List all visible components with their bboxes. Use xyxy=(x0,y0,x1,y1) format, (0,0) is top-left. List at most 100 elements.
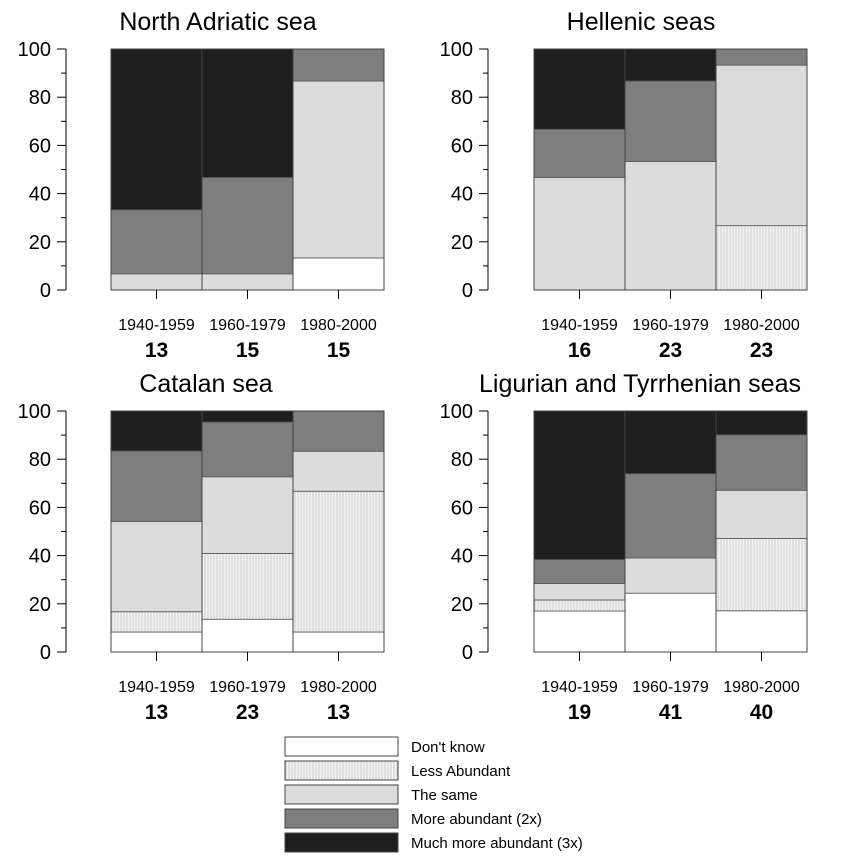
bar-segment-less xyxy=(715,225,808,291)
bar-segment-dont xyxy=(624,592,717,653)
y-tick-label: 40 xyxy=(451,184,473,206)
y-tick-label: 80 xyxy=(29,87,51,109)
y-tick-label: 80 xyxy=(451,87,473,109)
chart-panel: Ligurian and Tyrrhenian seas 0 20 40 60 80 100… xyxy=(440,370,808,724)
bar-segment-more2 xyxy=(533,559,626,584)
y-tick-label: 80 xyxy=(29,449,51,471)
bar-segment-more2 xyxy=(201,421,294,478)
chart-title: Hellenic seas xyxy=(567,8,716,36)
sample-size-label: 13 xyxy=(145,701,168,724)
bar-segment-dont xyxy=(110,631,203,653)
y-tick-label: 100 xyxy=(440,39,473,61)
bar-segment-dont xyxy=(292,631,385,653)
bar-segment-much3 xyxy=(624,48,717,82)
bar-segment-more2 xyxy=(715,434,808,491)
category-label: 1960-1979 xyxy=(632,317,709,334)
bar-segment-same xyxy=(110,520,203,613)
bar-segment-much3 xyxy=(533,410,626,560)
bar-segment-much3 xyxy=(624,410,717,475)
sample-size-label: 13 xyxy=(327,701,350,724)
sample-size-label: 23 xyxy=(659,339,682,362)
category-label: 1980-2000 xyxy=(723,679,800,696)
bar-segment-more2 xyxy=(715,48,808,66)
y-tick-label: 60 xyxy=(29,497,51,519)
y-tick-label: 40 xyxy=(29,184,51,206)
legend-item-same: The same xyxy=(284,784,478,805)
category-label: 1940-1959 xyxy=(541,317,618,334)
bar-segment-more2 xyxy=(624,473,717,559)
bar-segment-less xyxy=(201,553,294,620)
y-tick-label: 20 xyxy=(451,594,473,616)
bar-segment-same xyxy=(624,557,717,594)
sample-size-label: 23 xyxy=(236,701,259,724)
bar-segment-more2 xyxy=(201,177,294,275)
bar-segment-less xyxy=(110,611,203,633)
category-label: 1940-1959 xyxy=(541,679,618,696)
bar-segment-dont xyxy=(292,257,385,291)
legend-item-less: Less Abundant xyxy=(284,760,511,781)
y-tick-label: 100 xyxy=(18,401,51,423)
chart-panels: North Adriatic sea 0 20 40 60 80 100 1940-1959 1… xyxy=(18,8,808,724)
bar-segment-more2 xyxy=(110,209,203,275)
bar-segment-more2 xyxy=(110,450,203,522)
bar-segment-much3 xyxy=(110,410,203,452)
bar-segment-less xyxy=(715,538,808,612)
bar-segment-much3 xyxy=(533,48,626,130)
y-tick-label: 60 xyxy=(451,497,473,519)
bar-segment-more2 xyxy=(533,128,626,178)
legend-swatch xyxy=(284,784,399,805)
bar-segment-dont xyxy=(715,610,808,653)
chart-panel: Catalan sea 0 20 40 60 80 100 1940-1959 13 1960-1… xyxy=(18,370,385,724)
category-label: 1940-1959 xyxy=(118,317,195,334)
category-label: 1960-1979 xyxy=(209,679,286,696)
legend-item-more2: More abundant (2x) xyxy=(284,808,542,829)
bar-segment-dont xyxy=(533,610,626,653)
bar-segment-same xyxy=(715,489,808,539)
bar-segment-same xyxy=(201,273,294,291)
bar-segment-same xyxy=(715,64,808,227)
sample-size-label: 15 xyxy=(327,339,351,362)
legend-item-dont: Don't know xyxy=(284,736,485,757)
sample-size-label: 15 xyxy=(236,339,260,362)
category-label: 1960-1979 xyxy=(632,679,709,696)
bar-segment-same xyxy=(533,583,626,601)
y-tick-label: 20 xyxy=(451,232,473,254)
category-label: 1960-1979 xyxy=(209,317,286,334)
bar-segment-more2 xyxy=(292,410,385,452)
y-tick-label: 60 xyxy=(29,135,51,157)
category-label: 1940-1959 xyxy=(118,679,195,696)
chart-title: Catalan sea xyxy=(139,370,273,398)
y-tick-label: 60 xyxy=(451,135,473,157)
sample-size-label: 40 xyxy=(750,701,773,724)
chart-title: North Adriatic sea xyxy=(119,8,316,36)
sample-size-label: 16 xyxy=(568,339,591,362)
bar-segment-same xyxy=(292,450,385,492)
legend-label: The same xyxy=(411,787,478,804)
y-tick-label: 100 xyxy=(18,39,51,61)
bar-segment-dont xyxy=(201,618,294,653)
bar-segment-less xyxy=(533,599,626,612)
bar-segment-more2 xyxy=(292,48,385,82)
y-tick-label: 0 xyxy=(462,642,473,664)
bar-segment-same xyxy=(624,161,717,291)
category-label: 1980-2000 xyxy=(300,317,377,334)
y-tick-label: 100 xyxy=(440,401,473,423)
bar-segment-more2 xyxy=(624,80,717,162)
bar-segment-much3 xyxy=(201,410,294,423)
sample-size-label: 23 xyxy=(750,339,773,362)
category-label: 1980-2000 xyxy=(723,317,800,334)
bar-segment-much3 xyxy=(201,48,294,178)
legend-swatch xyxy=(284,736,399,757)
chart-title: Ligurian and Tyrrhenian seas xyxy=(479,370,801,398)
sample-size-label: 19 xyxy=(568,701,591,724)
legend: Don't know Less Abundant The same More abun… xyxy=(284,736,583,853)
chart-panel: Hellenic seas 0 20 40 60 80 100 1940-1959 16 1960… xyxy=(440,8,808,362)
legend-swatch xyxy=(284,808,399,829)
y-tick-label: 0 xyxy=(40,280,51,302)
legend-label: More abundant (2x) xyxy=(411,811,542,828)
legend-item-much3: Much more abundant (3x) xyxy=(284,832,583,853)
bar-segment-much3 xyxy=(715,410,808,436)
y-tick-label: 80 xyxy=(451,449,473,471)
legend-label: Don't know xyxy=(411,739,485,756)
bar-segment-same xyxy=(201,476,294,554)
